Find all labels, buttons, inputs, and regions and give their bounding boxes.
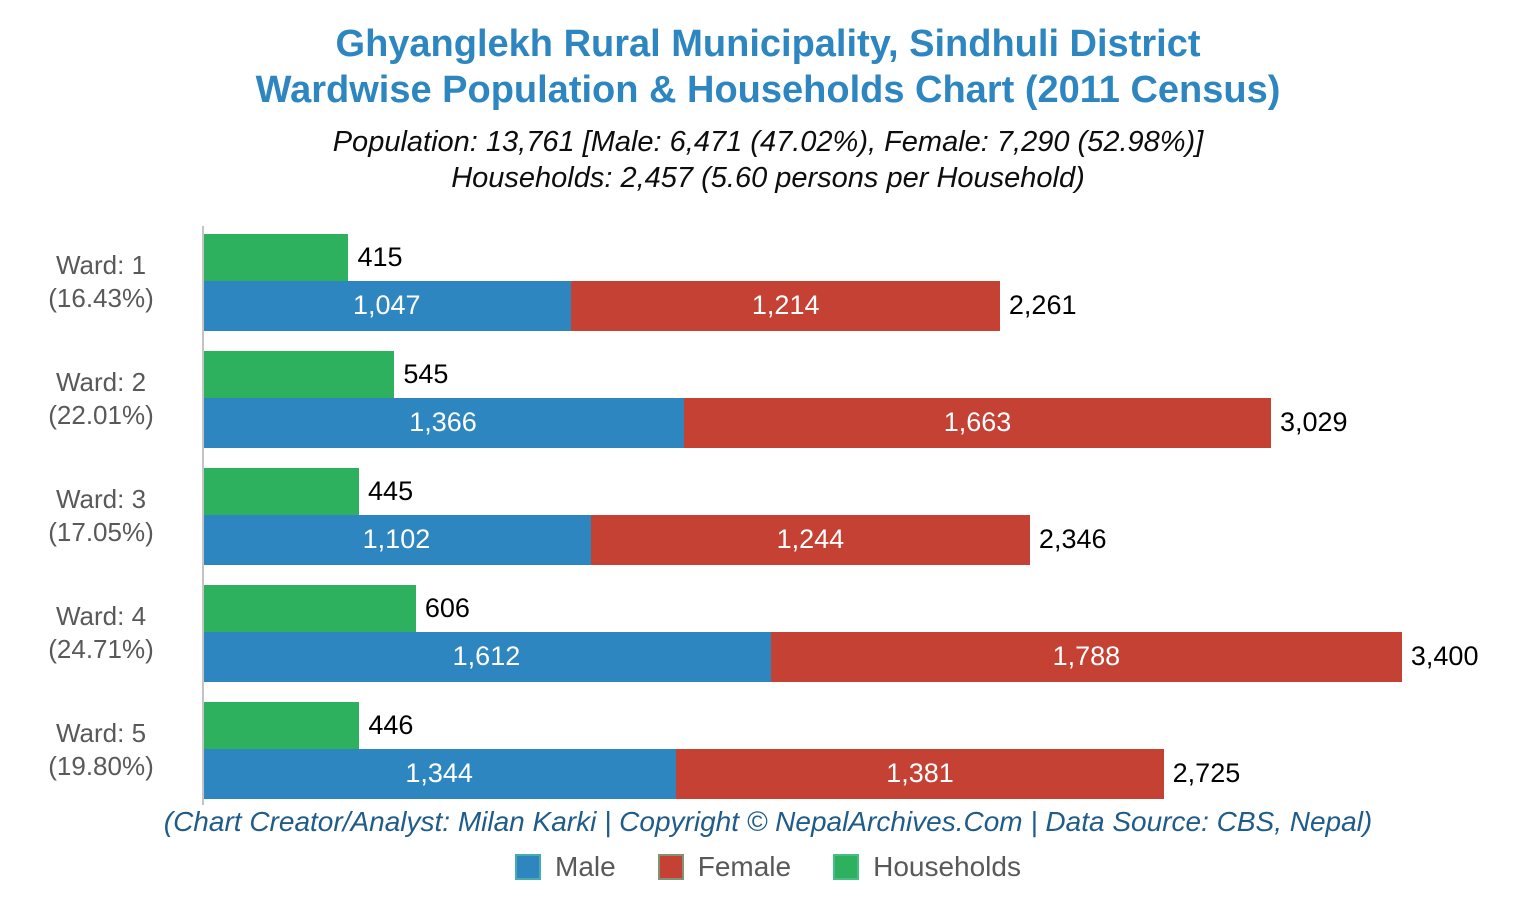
ward-1-female-bar: 1,214 <box>571 280 1000 331</box>
ward-2-label: Ward: 2 (22.01%) <box>0 351 202 448</box>
ward-5-female-value: 1,381 <box>886 758 954 789</box>
households-swatch-icon <box>833 853 860 880</box>
ward-group-2: Ward: 2 (22.01%) 545 1,366 1,663 3,029 <box>0 350 1536 448</box>
ward-1-total-value: 2,261 <box>1008 290 1077 321</box>
ward-5-total-value: 2,725 <box>1172 758 1241 789</box>
ward-group-5: Ward: 5 (19.80%) 446 1,344 1,381 2,725 <box>0 701 1536 799</box>
ward-1-male-bar: 1,047 <box>202 280 572 331</box>
ward-3-population-row: 1,102 1,244 2,346 <box>202 514 1536 565</box>
ward-4-label: Ward: 4 (24.71%) <box>0 585 202 682</box>
ward-3-percent: (17.05%) <box>48 517 154 548</box>
male-swatch-icon <box>515 853 542 880</box>
subtitle-population: Population: 13,761 [Male: 6,471 (47.02%)… <box>332 126 1204 159</box>
ward-1-label: Ward: 1 (16.43%) <box>0 234 202 331</box>
ward-4-percent: (24.71%) <box>48 634 154 665</box>
legend-item-households: Households <box>833 851 1021 883</box>
ward-3-female-value: 1,244 <box>776 524 845 555</box>
bar-chart: Ward: 1 (16.43%) 415 1,047 1,214 2,261 <box>0 225 1536 805</box>
ward-4-households-row: 606 <box>202 584 1536 632</box>
ward-3-total-value: 2,346 <box>1038 524 1107 555</box>
ward-2-population-row: 1,366 1,663 3,029 <box>202 397 1536 448</box>
ward-4-female-value: 1,788 <box>1052 641 1121 672</box>
ward-5-name: Ward: 5 <box>55 718 147 749</box>
ward-5-male-bar: 1,344 <box>202 748 677 799</box>
y-axis-line <box>202 225 204 805</box>
ward-1-female-value: 1,214 <box>751 290 820 321</box>
legend-male-label: Male <box>555 850 616 882</box>
ward-3-households-value: 445 <box>368 475 414 506</box>
ward-3-male-bar: 1,102 <box>202 514 591 565</box>
ward-3-male-value: 1,102 <box>362 524 431 555</box>
ward-5-male-value: 1,344 <box>405 758 473 789</box>
ward-4-female-bar: 1,788 <box>770 631 1402 682</box>
ward-3-female-bar: 1,244 <box>590 514 1030 565</box>
ward-4-bars: 606 1,612 1,788 3,400 <box>202 584 1536 682</box>
legend-households-label: Households <box>873 850 1021 882</box>
chart-header: Ghyanglekh Rural Municipality, Sindhuli … <box>0 0 1536 196</box>
ward-2-households-row: 545 <box>202 350 1536 398</box>
female-swatch-icon <box>657 853 684 880</box>
ward-group-1: Ward: 1 (16.43%) 415 1,047 1,214 2,261 <box>0 233 1536 331</box>
ward-1-households-bar <box>202 233 349 281</box>
ward-3-name: Ward: 3 <box>55 484 147 515</box>
ward-4-male-value: 1,612 <box>452 641 521 672</box>
chart-title-line1: Ghyanglekh Rural Municipality, Sindhuli … <box>335 23 1201 65</box>
ward-5-label: Ward: 5 (19.80%) <box>0 702 202 799</box>
ward-3-bars: 445 1,102 1,244 2,346 <box>202 467 1536 565</box>
legend-female-label: Female <box>697 850 792 882</box>
ward-1-male-value: 1,047 <box>352 290 421 321</box>
ward-5-households-value: 446 <box>368 709 414 740</box>
legend-item-female: Female <box>657 850 792 883</box>
ward-4-name: Ward: 4 <box>55 601 147 632</box>
ward-3-label: Ward: 3 (17.05%) <box>0 468 202 565</box>
ward-2-households-bar <box>202 350 395 398</box>
chart-legend: Male Female Households <box>0 851 1536 883</box>
ward-2-male-bar: 1,366 <box>202 397 685 448</box>
credit-line: (Chart Creator/Analyst: Milan Karki | Co… <box>163 805 1373 837</box>
ward-4-households-value: 606 <box>424 592 470 623</box>
ward-2-male-value: 1,366 <box>409 407 477 438</box>
ward-group-4: Ward: 4 (24.71%) 606 1,612 1,788 3,400 <box>0 584 1536 682</box>
ward-1-percent: (16.43%) <box>48 283 154 314</box>
ward-1-bars: 415 1,047 1,214 2,261 <box>202 233 1536 331</box>
ward-1-households-row: 415 <box>202 233 1536 281</box>
ward-group-3: Ward: 3 (17.05%) 445 1,102 1,244 2,346 <box>0 467 1536 565</box>
subtitle-households: Households: 2,457 (5.60 persons per Hous… <box>451 161 1085 194</box>
ward-3-households-bar <box>202 467 360 515</box>
chart-subtitle: Population: 13,761 [Male: 6,471 (47.02%)… <box>0 125 1536 196</box>
ward-2-total-value: 3,029 <box>1279 407 1348 438</box>
ward-4-population-row: 1,612 1,788 3,400 <box>202 631 1536 682</box>
legend-item-male: Male <box>515 851 616 883</box>
ward-5-population-row: 1,344 1,381 2,725 <box>202 748 1536 799</box>
ward-5-households-row: 446 <box>202 701 1536 749</box>
ward-2-name: Ward: 2 <box>55 367 147 398</box>
ward-2-bars: 545 1,366 1,663 3,029 <box>202 350 1536 448</box>
ward-5-female-bar: 1,381 <box>676 748 1164 799</box>
ward-2-percent: (22.01%) <box>48 400 154 431</box>
ward-5-percent: (19.80%) <box>48 751 154 782</box>
ward-1-name: Ward: 1 <box>55 250 147 281</box>
ward-2-female-bar: 1,663 <box>684 397 1271 448</box>
ward-5-bars: 446 1,344 1,381 2,725 <box>202 701 1536 799</box>
ward-4-total-value: 3,400 <box>1410 641 1479 672</box>
ward-4-male-bar: 1,612 <box>202 631 771 682</box>
chart-title-line2: Wardwise Population & Households Chart (… <box>255 68 1281 111</box>
ward-1-households-value: 415 <box>357 241 403 272</box>
ward-2-female-value: 1,663 <box>943 407 1012 438</box>
ward-3-households-row: 445 <box>202 467 1536 515</box>
ward-4-households-bar <box>202 584 416 632</box>
ward-5-households-bar <box>202 701 360 749</box>
ward-1-population-row: 1,047 1,214 2,261 <box>202 280 1536 331</box>
ward-2-households-value: 545 <box>403 358 449 389</box>
